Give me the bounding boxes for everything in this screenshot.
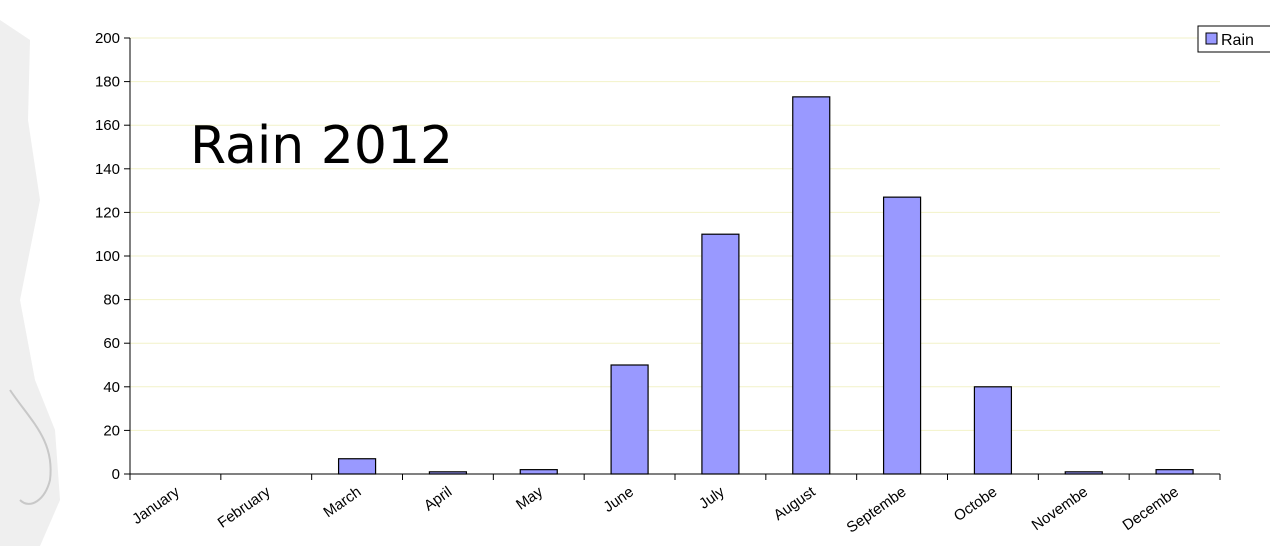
x-tick-label: June (600, 483, 636, 516)
bar-july (701, 233, 740, 475)
x-tick-label: Novembe (1029, 483, 1091, 534)
chart-title: Rain 2012 (190, 116, 453, 176)
y-tick-label: 60 (103, 335, 120, 352)
y-tick-label: 120 (95, 204, 120, 221)
bar-may (519, 469, 558, 475)
y-tick-label: 140 (95, 161, 120, 178)
y-tick-label: 100 (95, 248, 120, 265)
y-tick-label: 160 (95, 117, 120, 134)
x-tick-label: Septembe (844, 483, 910, 536)
x-tick-label: January (129, 483, 183, 528)
y-tick-labels: 0 20 40 60 80 100 120 140 160 180 200 (95, 30, 120, 483)
legend-swatch-rain (1205, 32, 1218, 45)
bar-septembe (882, 196, 922, 475)
y-tick-label: 20 (103, 422, 120, 439)
bar-june (610, 364, 649, 475)
y-tick-label: 200 (95, 30, 120, 47)
background-sketch (0, 20, 60, 546)
x-tick-label: August (771, 483, 820, 524)
gridlines (130, 37, 1220, 431)
bars (337, 96, 1194, 475)
bar-decembe (1155, 469, 1194, 475)
x-tick-label: March (320, 483, 364, 521)
x-tick-label: April (421, 483, 455, 514)
bar-march (337, 458, 377, 475)
x-tick-label: Octobe (951, 483, 1000, 525)
y-tick-label: 80 (103, 292, 120, 309)
legend: Rain (1197, 25, 1270, 53)
x-tick-label: February (215, 483, 274, 532)
x-tick-label: May (513, 483, 546, 513)
bar-august (792, 96, 831, 475)
y-tick-label: 40 (103, 379, 120, 396)
axes (124, 37, 1221, 480)
y-tick-label: 0 (112, 466, 120, 483)
x-tick-label: Decembe (1120, 483, 1182, 534)
y-tick-label: 180 (95, 74, 120, 91)
bar-octobe (973, 386, 1013, 475)
legend-label-rain: Rain (1221, 32, 1254, 49)
x-tick-label: July (696, 483, 728, 513)
x-tick-labels: January February March April May June July Augu… (129, 483, 1182, 537)
